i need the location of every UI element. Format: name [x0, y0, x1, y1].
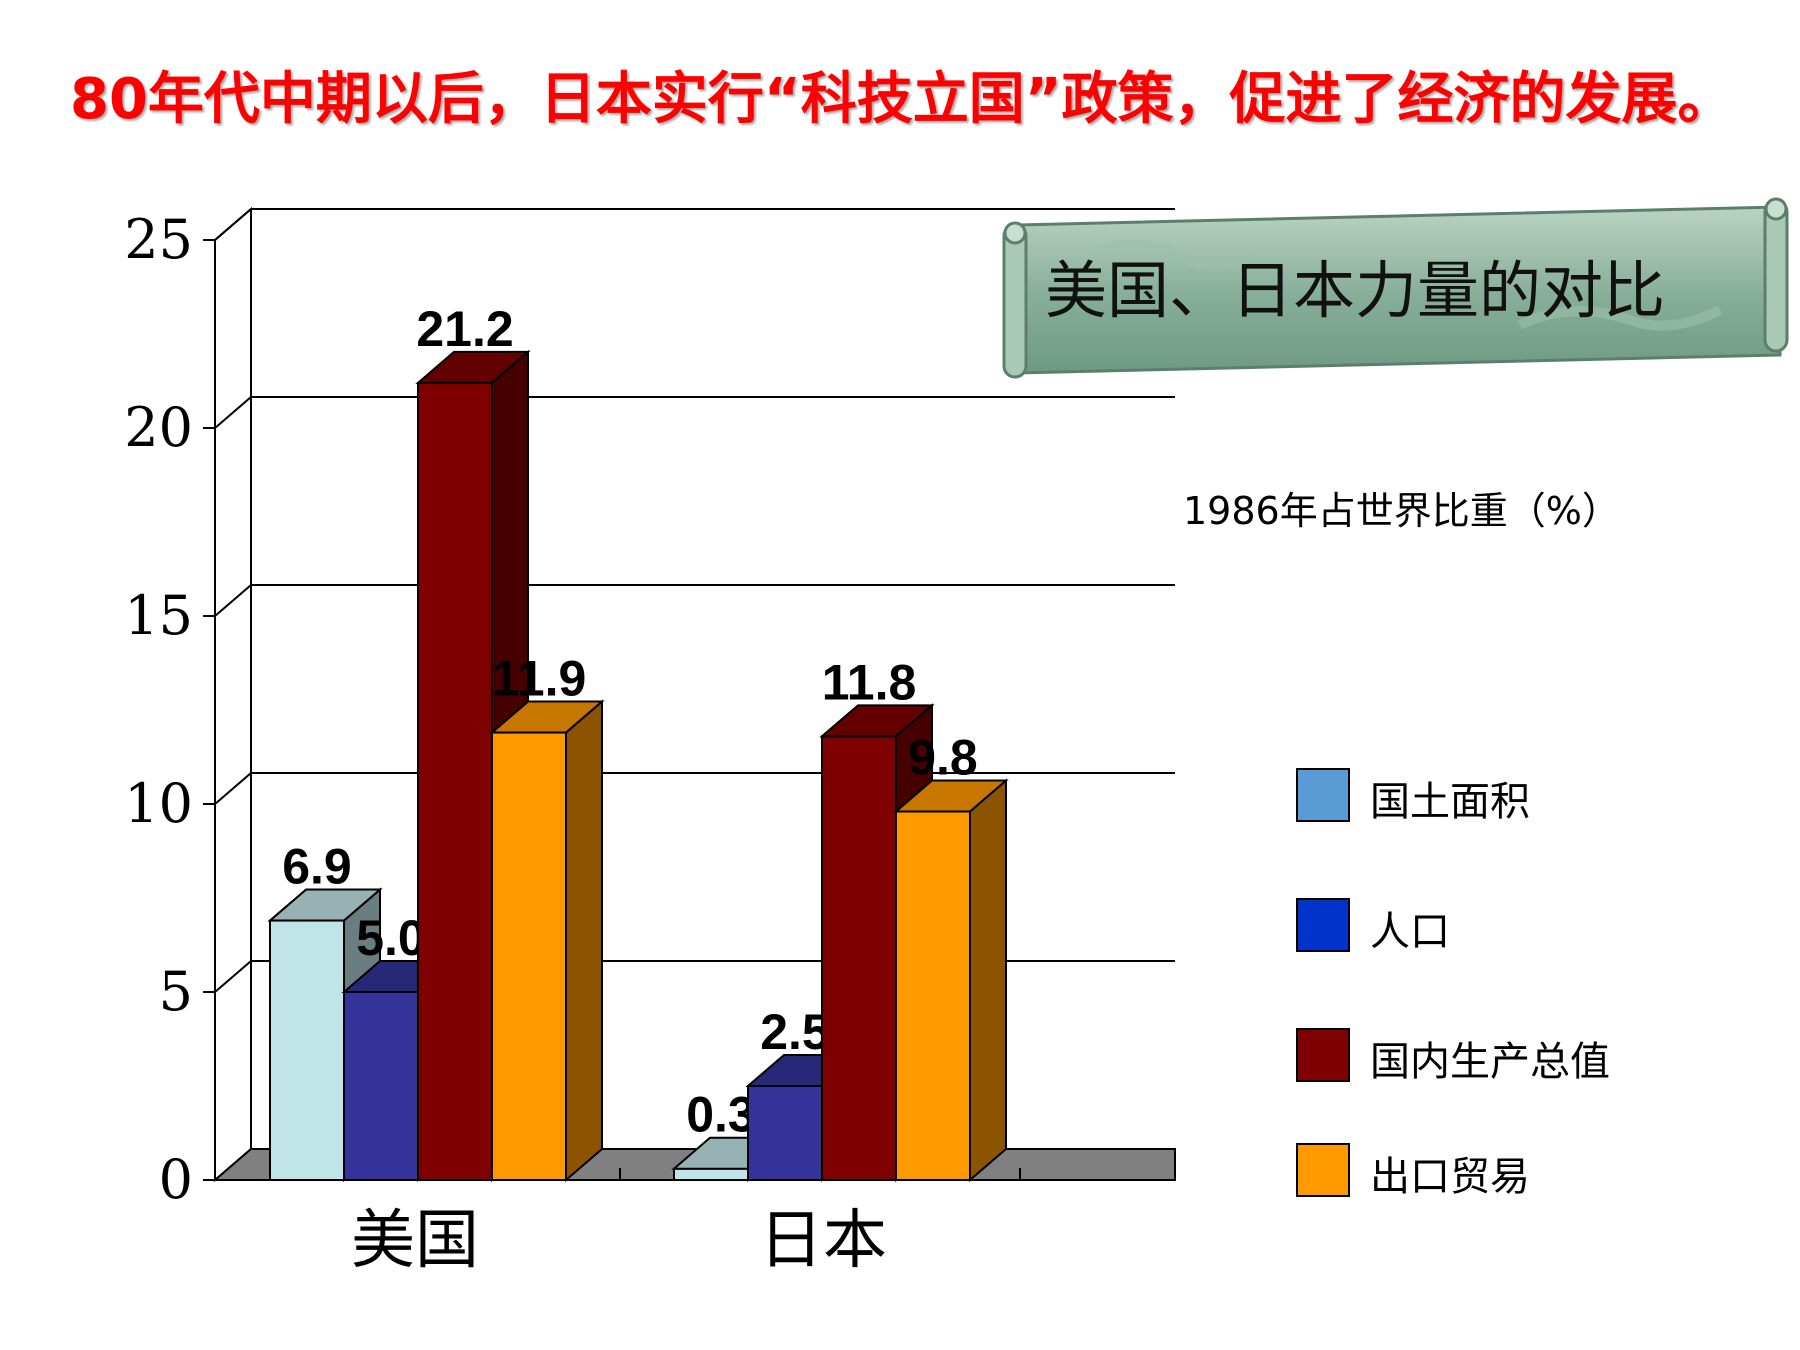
bar-top [819, 704, 935, 738]
legend-item-gdp: 国内生产总值 [1290, 1025, 1710, 1085]
legend-swatch [1296, 768, 1350, 822]
bar-front [895, 810, 971, 1182]
y-tick-label: 10 [124, 772, 193, 835]
bar-front [343, 991, 419, 1181]
legend-swatch [1296, 898, 1350, 952]
data-label: 2.5 [760, 1004, 830, 1060]
gridline-side [214, 208, 252, 241]
y-tick-label: 25 [124, 208, 193, 271]
headline: 80年代中期以后，日本实行“科技立国”政策，促进了经济的发展。 [70, 67, 1734, 132]
bar-side [565, 699, 603, 1183]
legend-swatch [1296, 1028, 1350, 1082]
bar-side [969, 778, 1007, 1183]
gridline-side [214, 584, 252, 617]
data-label: 9.8 [908, 730, 978, 786]
bar-front [491, 731, 567, 1181]
gridline-side [214, 772, 252, 805]
bar-top [893, 779, 1009, 813]
category-label: 美国 [351, 1204, 479, 1278]
bar-front [747, 1085, 823, 1181]
data-label: 6.9 [282, 839, 352, 895]
legend-item-export: 出口贸易 [1290, 1140, 1710, 1200]
unit-label: 1986年占世界比重（%） [1183, 489, 1620, 533]
banner-title: 美国、日本力量的对比 [1045, 254, 1665, 327]
data-label: 0.3 [686, 1087, 756, 1143]
bar-front [821, 735, 897, 1181]
data-label: 5.0 [356, 910, 426, 966]
data-label: 21.2 [416, 301, 513, 357]
bar-front [269, 919, 345, 1181]
data-label: 11.9 [492, 651, 587, 707]
legend-label: 出口贸易 [1370, 1154, 1530, 1200]
y-tick-label: 15 [124, 584, 193, 647]
side-wall [214, 206, 252, 1183]
y-tick-label: 20 [124, 396, 193, 459]
legend-item-population: 人口 [1290, 895, 1710, 955]
bar-top [489, 700, 605, 734]
y-tick-label: 0 [159, 1148, 193, 1211]
bar-front [417, 381, 493, 1181]
y-tick-label: 5 [159, 960, 193, 1023]
bar-front [673, 1167, 749, 1181]
data-label: 11.8 [822, 654, 917, 710]
title-banner: 美国、日本力量的对比 [1002, 197, 1789, 379]
legend-label: 人口 [1370, 909, 1450, 955]
legend-item-area: 国土面积 [1290, 765, 1710, 825]
legend-label: 国内生产总值 [1370, 1039, 1610, 1085]
gridline-side [214, 396, 252, 429]
legend-swatch [1296, 1143, 1350, 1197]
bar-top [415, 350, 531, 384]
gridline-side [214, 960, 252, 993]
legend-label: 国土面积 [1370, 779, 1530, 825]
category-label: 日本 [759, 1204, 887, 1278]
bar-top [267, 888, 383, 922]
